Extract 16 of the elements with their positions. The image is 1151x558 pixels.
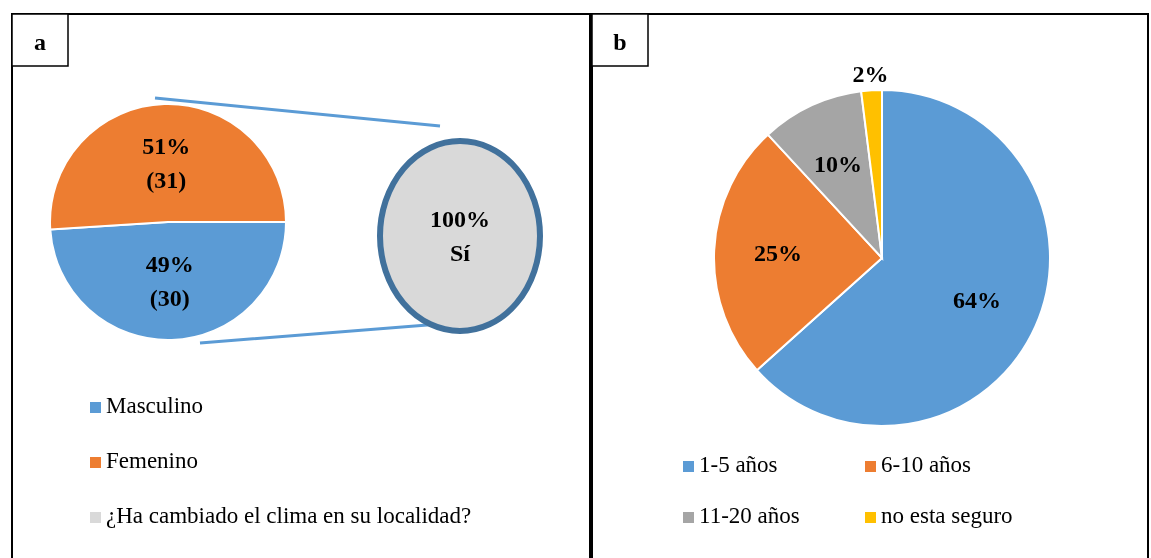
chart-title: a: [34, 29, 46, 55]
data-label: 64%: [953, 287, 1002, 314]
legend-label: 11-20 años: [699, 503, 800, 528]
legend-label: 6-10 años: [881, 452, 972, 477]
data-label: 25%: [753, 240, 802, 267]
legend-label: 1-5 años: [699, 452, 778, 477]
legend-label: Femenino: [106, 448, 198, 473]
data-label: 51% (31): [142, 133, 191, 194]
data-label: 2%: [852, 60, 889, 87]
legend-label: no esta seguro: [881, 503, 1013, 528]
legend-label: Masculino: [106, 393, 204, 418]
chart-title: b: [613, 29, 627, 55]
data-label: 100% Sí: [430, 206, 490, 266]
data-label: 10%: [814, 150, 863, 177]
legend-label: ¿Ha cambiado el clima en su localidad?: [106, 503, 472, 528]
data-label: 49% (30): [145, 250, 194, 311]
